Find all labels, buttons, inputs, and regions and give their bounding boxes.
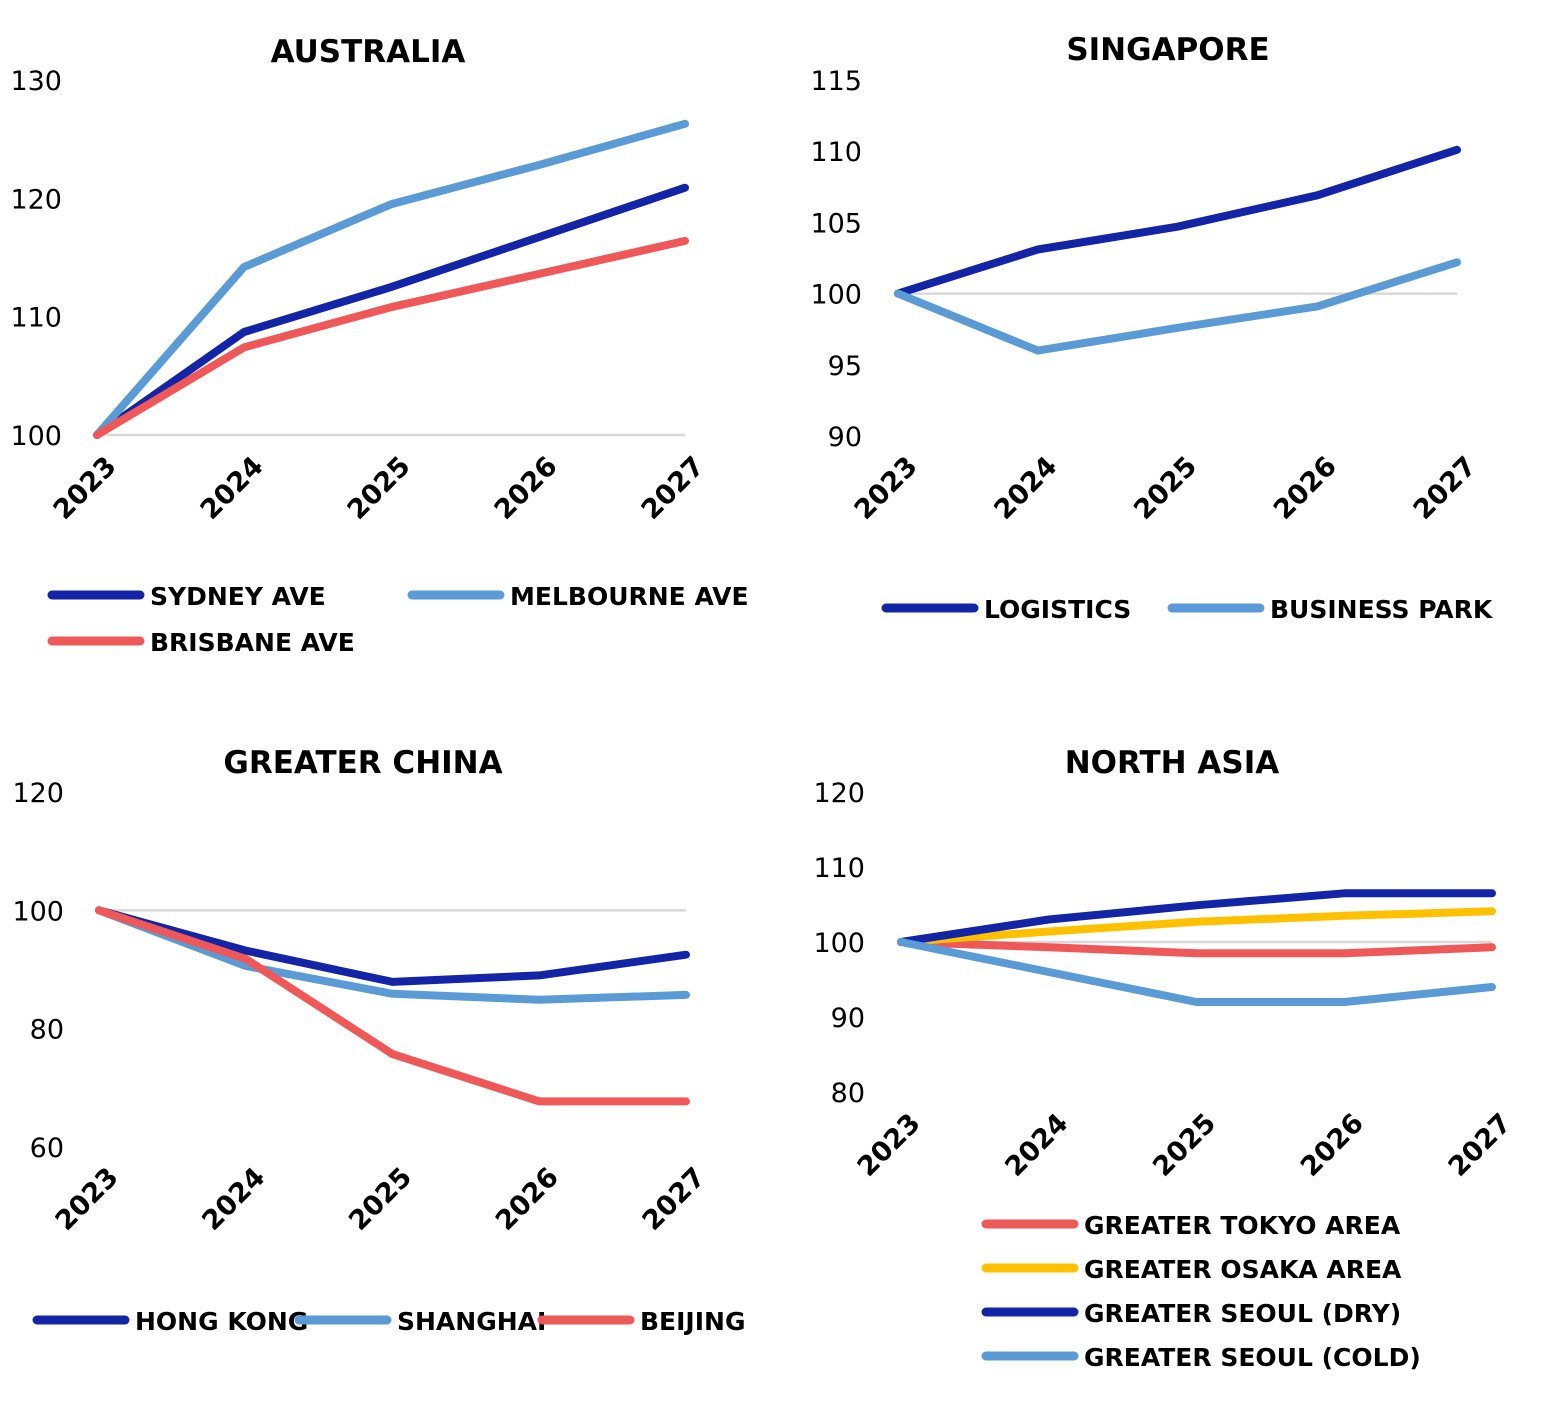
y-tick-label: 110 <box>810 137 862 168</box>
y-tick-label: 60 <box>30 1133 64 1164</box>
legend-label: BUSINESS PARK <box>1270 595 1494 624</box>
legend-entry: GREATER SEOUL (COLD) <box>981 1343 1421 1372</box>
series-line-greater-seoul-cold <box>897 938 1496 1006</box>
y-tick-label: 115 <box>810 66 862 97</box>
y-tick-label: 100 <box>813 928 865 959</box>
legend-label: MELBOURNE AVE <box>510 582 749 611</box>
legend-label: SYDNEY AVE <box>150 582 326 611</box>
chart-title: AUSTRALIA <box>271 34 466 70</box>
y-tick-label: 130 <box>10 66 62 97</box>
x-tick-label: 2027 <box>636 451 711 526</box>
legend-entry: HONG KONG <box>32 1307 308 1336</box>
x-tick-label: 2026 <box>1295 1108 1370 1183</box>
y-tick-label: 95 <box>828 351 862 382</box>
x-tick-label: 2024 <box>195 451 270 526</box>
y-tick-label: 80 <box>30 1015 64 1046</box>
legend-label: GREATER SEOUL (DRY) <box>1084 1299 1401 1328</box>
chart-title: GREATER CHINA <box>223 745 502 781</box>
x-tick-label: 2025 <box>1128 451 1203 526</box>
legend-entry: MELBOURNE AVE <box>407 582 749 611</box>
series-line-hong-kong <box>95 906 690 986</box>
legend-entry: LOGISTICS <box>881 595 1131 624</box>
legend-label: GREATER OSAKA AREA <box>1084 1255 1402 1284</box>
x-tick-label: 2026 <box>489 451 564 526</box>
legend-label: LOGISTICS <box>984 595 1131 624</box>
x-tick-label: 2025 <box>1147 1108 1222 1183</box>
x-tick-label: 2025 <box>342 451 417 526</box>
y-tick-label: 110 <box>813 853 865 884</box>
y-tick-label: 120 <box>813 778 865 809</box>
chart-title: SINGAPORE <box>1066 32 1269 68</box>
x-tick-label: 2026 <box>490 1162 565 1237</box>
y-tick-label: 80 <box>831 1078 865 1109</box>
series-line-melbourne-ave <box>93 119 689 439</box>
x-tick-label: 2024 <box>196 1162 271 1237</box>
legend-entry: GREATER TOKYO AREA <box>981 1211 1401 1240</box>
series-line-sydney-ave <box>93 183 689 439</box>
chart-panel-4: NORTH ASIA 80 90 100 110 120 2023 2024 2025 2026 2… <box>813 745 1517 1372</box>
chart-panel-2: SINGAPORE 90 95 100 105 110 115 2023 2024 2025 202… <box>810 32 1493 624</box>
x-tick-label: 2027 <box>637 1162 712 1237</box>
y-tick-label: 100 <box>10 421 62 452</box>
x-tick-label: 2023 <box>852 1108 927 1183</box>
chart-panel-3: GREATER CHINA 60 80 100 120 2023 2024 2025 2026 2… <box>12 745 745 1336</box>
y-tick-label: 105 <box>810 208 862 239</box>
x-tick-label: 2024 <box>999 1108 1074 1183</box>
y-tick-label: 90 <box>831 1003 865 1034</box>
legend-label: GREATER SEOUL (COLD) <box>1084 1343 1421 1372</box>
y-tick-label: 100 <box>810 280 862 311</box>
legend-entry: GREATER OSAKA AREA <box>981 1255 1402 1284</box>
y-tick-label: 100 <box>12 896 64 927</box>
legend-entry: BRISBANE AVE <box>47 628 355 657</box>
x-tick-label: 2023 <box>48 451 123 526</box>
y-tick-label: 120 <box>12 778 64 809</box>
series-line-greater-seoul-dry <box>897 889 1496 946</box>
legend-entry: GREATER SEOUL (DRY) <box>981 1299 1401 1328</box>
series-line-business-park <box>894 258 1461 355</box>
legend-entry: SHANGHAI <box>294 1307 546 1336</box>
chart-panel-1: AUSTRALIA 100 110 120 130 2023 2024 2025 2026 202… <box>10 34 748 657</box>
legend-label: HONG KONG <box>135 1307 308 1336</box>
series-line-logistics <box>894 145 1461 298</box>
legend-label: SHANGHAI <box>397 1307 546 1336</box>
series-line-beijing <box>95 906 690 1106</box>
x-tick-label: 2025 <box>343 1162 418 1237</box>
y-tick-label: 90 <box>828 422 862 453</box>
series-line-greater-osaka-area <box>897 907 1496 946</box>
legend-entry: BUSINESS PARK <box>1167 595 1494 624</box>
legend-label: BRISBANE AVE <box>150 628 355 657</box>
chart-title: NORTH ASIA <box>1065 745 1280 781</box>
legend-entry: BEIJING <box>537 1307 745 1336</box>
x-tick-label: 2027 <box>1408 451 1483 526</box>
x-tick-label: 2023 <box>849 451 924 526</box>
y-tick-label: 110 <box>10 303 62 334</box>
x-tick-label: 2023 <box>50 1162 125 1237</box>
legend-label: BEIJING <box>640 1307 745 1336</box>
x-tick-label: 2026 <box>1268 451 1343 526</box>
y-tick-label: 120 <box>10 184 62 215</box>
x-tick-label: 2024 <box>988 451 1063 526</box>
series-line-shanghai <box>95 906 690 1004</box>
series-line-brisbane-ave <box>93 236 689 439</box>
legend-label: GREATER TOKYO AREA <box>1084 1211 1401 1240</box>
x-tick-label: 2027 <box>1443 1108 1518 1183</box>
legend-entry: SYDNEY AVE <box>47 582 326 611</box>
series-line-greater-tokyo-area <box>897 938 1496 958</box>
